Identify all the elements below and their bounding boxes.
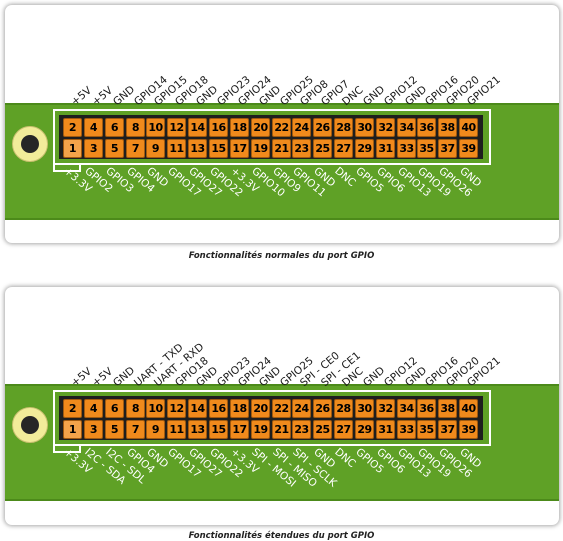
extended-gpio-caption: Fonctionnalités étendues du port GPIO — [188, 531, 375, 541]
pin-17: 17 — [230, 420, 249, 439]
pin-40: 40 — [459, 399, 478, 418]
pin-18: 18 — [230, 399, 249, 418]
pin-40: 40 — [459, 118, 478, 137]
pin-7: 7 — [126, 420, 145, 439]
pin-12: 12 — [167, 118, 186, 137]
mounting-hole-icon — [12, 126, 48, 162]
pin-2: 2 — [63, 399, 82, 418]
pin-5: 5 — [105, 139, 124, 158]
pin-20: 20 — [251, 118, 270, 137]
pin-14: 14 — [188, 399, 207, 418]
pin-4: 4 — [84, 399, 103, 418]
pin-32: 32 — [376, 399, 395, 418]
pin-32: 32 — [376, 118, 395, 137]
pin-38: 38 — [438, 399, 457, 418]
pin-23: 23 — [292, 139, 311, 158]
pin-6: 6 — [105, 399, 124, 418]
pin-3: 3 — [84, 139, 103, 158]
pin-22: 22 — [272, 118, 291, 137]
pin-10: 10 — [146, 399, 165, 418]
pin-24: 24 — [292, 399, 311, 418]
pin-4: 4 — [84, 118, 103, 137]
pin-34: 34 — [397, 118, 416, 137]
pin-30: 30 — [355, 399, 374, 418]
pin-21: 21 — [272, 420, 291, 439]
pin-11: 11 — [167, 139, 186, 158]
pin-30: 30 — [355, 118, 374, 137]
normal-gpio-caption: Fonctionnalités normales du port GPIO — [188, 251, 375, 261]
pin-11: 11 — [167, 420, 186, 439]
pin-header-outline — [53, 109, 491, 165]
pin-39: 39 — [459, 420, 478, 439]
pin-5: 5 — [105, 420, 124, 439]
pin-6: 6 — [105, 118, 124, 137]
pin-37: 37 — [438, 420, 457, 439]
pin-1: 1 — [63, 420, 82, 439]
pin-13: 13 — [188, 420, 207, 439]
pin-33: 33 — [397, 139, 416, 158]
pin-28: 28 — [334, 399, 353, 418]
pin-27: 27 — [334, 139, 353, 158]
pin1-marker — [53, 446, 81, 453]
pin-8: 8 — [126, 399, 145, 418]
pin-29: 29 — [355, 139, 374, 158]
pin-9: 9 — [146, 420, 165, 439]
pin-38: 38 — [438, 118, 457, 137]
pin-25: 25 — [313, 139, 332, 158]
pin-19: 19 — [251, 139, 270, 158]
pin-2: 2 — [63, 118, 82, 137]
pin-36: 36 — [417, 118, 436, 137]
pin-31: 31 — [376, 420, 395, 439]
pin-39: 39 — [459, 139, 478, 158]
mounting-hole-icon — [12, 407, 48, 443]
pin-29: 29 — [355, 420, 374, 439]
pin-8: 8 — [126, 118, 145, 137]
pin-14: 14 — [188, 118, 207, 137]
pin-27: 27 — [334, 420, 353, 439]
pin-37: 37 — [438, 139, 457, 158]
pin-35: 35 — [417, 420, 436, 439]
pin-16: 16 — [209, 118, 228, 137]
pin-10: 10 — [146, 118, 165, 137]
pin-23: 23 — [292, 420, 311, 439]
pin-12: 12 — [167, 399, 186, 418]
pin-20: 20 — [251, 399, 270, 418]
pin-17: 17 — [230, 139, 249, 158]
pin-15: 15 — [209, 420, 228, 439]
pin-18: 18 — [230, 118, 249, 137]
pin-35: 35 — [417, 139, 436, 158]
pin-21: 21 — [272, 139, 291, 158]
pin-31: 31 — [376, 139, 395, 158]
pin-34: 34 — [397, 399, 416, 418]
pin1-marker — [53, 165, 81, 172]
pin-36: 36 — [417, 399, 436, 418]
pin-28: 28 — [334, 118, 353, 137]
pin-25: 25 — [313, 420, 332, 439]
pin-19: 19 — [251, 420, 270, 439]
pin-16: 16 — [209, 399, 228, 418]
pin-33: 33 — [397, 420, 416, 439]
pin-7: 7 — [126, 139, 145, 158]
pin-9: 9 — [146, 139, 165, 158]
pin-26: 26 — [313, 399, 332, 418]
pin-26: 26 — [313, 118, 332, 137]
pin-header-outline — [53, 390, 491, 446]
pin-3: 3 — [84, 420, 103, 439]
pin-15: 15 — [209, 139, 228, 158]
pin-13: 13 — [188, 139, 207, 158]
pin-1: 1 — [63, 139, 82, 158]
pin-24: 24 — [292, 118, 311, 137]
pin-22: 22 — [272, 399, 291, 418]
